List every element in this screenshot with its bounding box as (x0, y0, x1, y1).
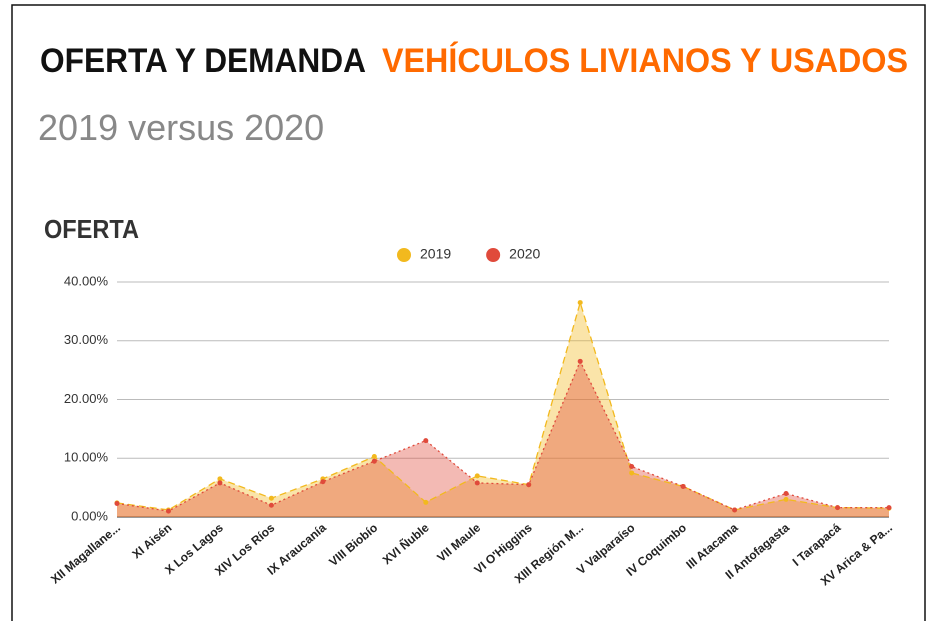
data-point (783, 491, 789, 496)
x-tick-label: VII Maule (434, 520, 483, 564)
data-point (886, 505, 892, 511)
data-point (577, 300, 583, 306)
x-tick-label: XII Magallane... (48, 521, 123, 587)
y-tick-label: 20.00% (64, 391, 109, 406)
data-point (217, 476, 223, 482)
chart-title-highlight: VEHÍCULOS LIVIANOS Y USADOS (382, 42, 908, 80)
y-tick-label: 30.00% (64, 332, 109, 347)
data-point (577, 358, 583, 364)
data-point (114, 500, 120, 506)
data-point (474, 473, 480, 479)
data-point (423, 499, 429, 505)
page-border (11, 4, 926, 621)
data-point (268, 502, 274, 508)
data-point (835, 505, 841, 511)
data-point (680, 483, 686, 489)
data-point (320, 479, 326, 485)
data-point (165, 508, 171, 514)
data-point (732, 507, 738, 513)
y-tick-label: 10.00% (64, 450, 109, 465)
data-point (783, 496, 789, 502)
x-tick-label: VIII Biobío (326, 521, 380, 569)
section-label: OFERTA (44, 214, 139, 244)
legend-swatch (397, 248, 411, 262)
x-tick-label: XVI Ñuble (379, 520, 432, 568)
series-line (116, 359, 889, 512)
chart-title: OFERTA Y DEMANDA (40, 42, 366, 80)
data-point (371, 453, 377, 459)
data-point (474, 480, 480, 486)
data-point (371, 458, 377, 464)
area-fill (117, 361, 889, 517)
data-point (526, 482, 532, 488)
data-point (423, 438, 429, 444)
legend-swatch (486, 248, 501, 262)
y-tick-label: 40.00% (64, 273, 109, 288)
y-tick-label: 0.00% (71, 508, 108, 523)
legend-label: 2020 (509, 246, 540, 262)
data-point (629, 470, 635, 476)
area-fill (117, 302, 889, 517)
data-point (268, 495, 274, 501)
data-point (217, 480, 223, 486)
data-point (629, 463, 635, 469)
chart-subtitle: 2019 versus 2020 (38, 107, 324, 148)
x-tick-label: XI Aisén (129, 521, 174, 562)
series-line (116, 300, 890, 511)
legend-label: 2019 (420, 246, 451, 262)
